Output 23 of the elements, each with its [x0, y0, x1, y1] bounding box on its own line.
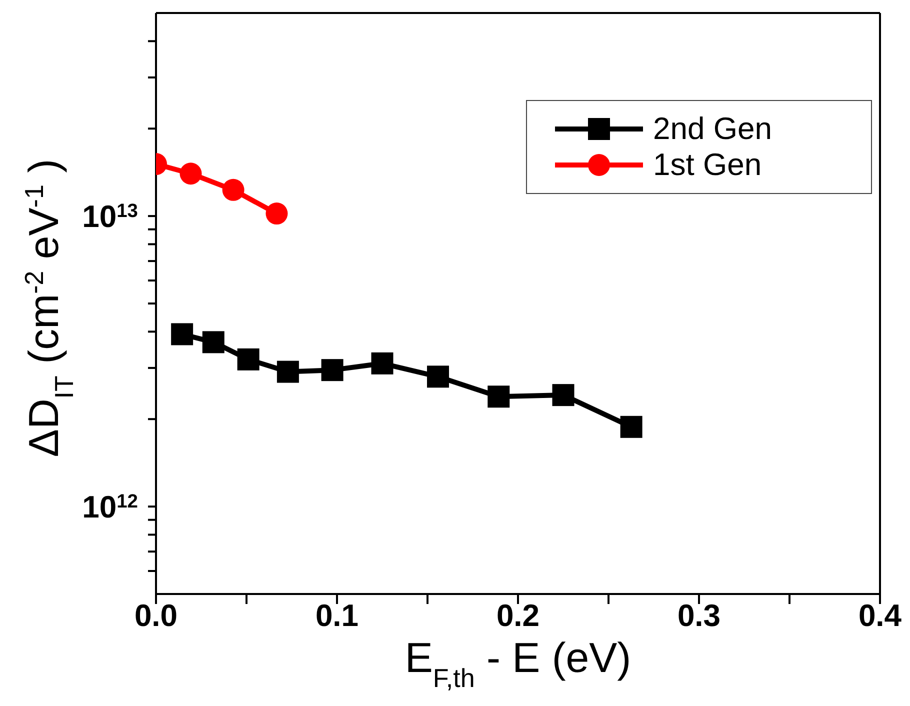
point [620, 416, 642, 438]
point [276, 360, 299, 383]
point [222, 178, 244, 201]
point [171, 323, 194, 346]
point [552, 384, 574, 406]
legend-label: 2nd Gen [653, 111, 772, 147]
x-axis-title: E$_{F,th}$- E (eV) [404, 634, 632, 693]
x-tick-label: 0.4 [858, 598, 902, 633]
point [180, 162, 202, 185]
point [371, 352, 394, 374]
y-tick-label: 10$^{12}$ [82, 490, 138, 525]
point [427, 366, 449, 388]
point [488, 386, 510, 408]
point [266, 202, 288, 225]
x-tick-label: 0.1 [315, 598, 359, 633]
y-tick-label: 10$^{13}$ [82, 199, 138, 234]
point [321, 359, 344, 382]
legend-label: 1st Gen [653, 147, 762, 183]
x-tick-label: 0.3 [677, 598, 721, 633]
text: 0.0 [134, 598, 178, 633]
point [202, 331, 224, 354]
x-tick-label: 0.2 [496, 598, 540, 633]
point [237, 348, 260, 370]
